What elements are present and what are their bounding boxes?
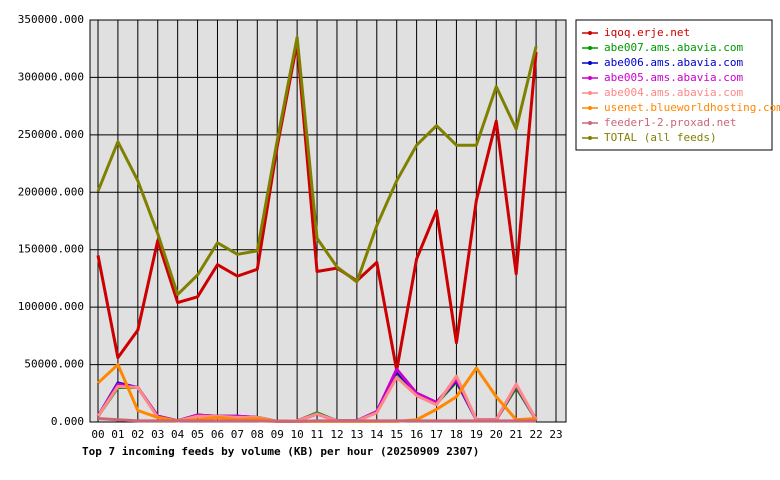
legend-marker — [588, 136, 592, 140]
x-tick-label: 08 — [251, 428, 264, 441]
x-tick-label: 20 — [490, 428, 503, 441]
legend-marker — [588, 46, 592, 50]
legend-marker — [588, 91, 592, 95]
x-tick-label: 06 — [211, 428, 224, 441]
x-tick-label: 14 — [370, 428, 384, 441]
y-tick-label: 100000.000 — [18, 300, 84, 313]
x-tick-label: 04 — [171, 428, 185, 441]
y-tick-label: 250000.000 — [18, 128, 84, 141]
x-tick-label: 21 — [510, 428, 523, 441]
legend-marker — [588, 31, 592, 35]
y-tick-label: 350000.000 — [18, 13, 84, 26]
x-tick-label: 15 — [390, 428, 403, 441]
legend-label: abe005.ams.abavia.com — [604, 71, 743, 84]
y-tick-label: 200000.000 — [18, 185, 84, 198]
x-tick-label: 13 — [350, 428, 363, 441]
legend-label: abe007.ams.abavia.com — [604, 41, 743, 54]
plot-area — [90, 20, 566, 422]
y-tick-label: 50000.000 — [24, 358, 84, 371]
x-tick-label: 12 — [330, 428, 343, 441]
legend-marker — [588, 76, 592, 80]
legend-marker — [588, 106, 592, 110]
y-tick-label: 150000.000 — [18, 243, 84, 256]
x-tick-label: 02 — [131, 428, 144, 441]
x-tick-label: 01 — [111, 428, 124, 441]
series-line — [96, 41, 538, 372]
legend-label: TOTAL (all feeds) — [604, 131, 717, 144]
legend-label: abe004.ams.abavia.com — [604, 86, 743, 99]
x-tick-label: 11 — [310, 428, 323, 441]
legend-label: abe006.ams.abavia.com — [604, 56, 743, 69]
legend-label: iqoq.erje.net — [604, 26, 690, 39]
y-tick-label: 300000.000 — [18, 70, 84, 83]
x-tick-label: 03 — [151, 428, 164, 441]
x-tick-label: 16 — [410, 428, 423, 441]
x-tick-label: 19 — [470, 428, 483, 441]
legend-box — [575, 19, 773, 151]
x-tick-label: 10 — [291, 428, 304, 441]
x-tick-label: 09 — [271, 428, 284, 441]
legend-marker — [588, 61, 592, 65]
legend-label: usenet.blueworldhosting.com — [604, 101, 780, 114]
x-tick-label: 05 — [191, 428, 204, 441]
legend-marker — [588, 121, 592, 125]
x-axis-label: Top 7 incoming feeds by volume (KB) per … — [82, 445, 479, 458]
x-tick-label: 00 — [91, 428, 104, 441]
y-tick-label: 0.000 — [51, 415, 84, 428]
series-line — [97, 417, 537, 423]
series-line — [96, 35, 538, 297]
x-tick-label: 18 — [450, 428, 463, 441]
legend-label: feeder1-2.proxad.net — [604, 116, 736, 129]
x-tick-label: 17 — [430, 428, 443, 441]
x-tick-label: 07 — [231, 428, 244, 441]
x-tick-label: 23 — [549, 428, 562, 441]
x-tick-label: 22 — [529, 428, 542, 441]
